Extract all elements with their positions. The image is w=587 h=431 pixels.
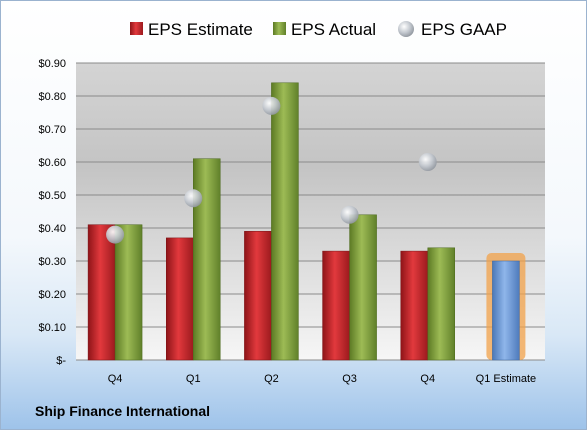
bar-eps-estimate: [87, 224, 116, 361]
bar-eps-estimate: [400, 250, 428, 361]
y-axis-ticks: $- $0.10 $0.20 $0.30 $0.40 $0.50 $0.60 $0.70 $0.…: [38, 58, 66, 367]
y-tick-label: $0.50: [38, 190, 66, 202]
bars: [87, 82, 526, 361]
company-name: Ship Finance International: [35, 403, 211, 419]
legend-item-estimate[interactable]: EPS Estimate: [130, 20, 253, 39]
x-tick-label: Q4: [108, 373, 123, 385]
bar-eps-estimate: [166, 237, 194, 361]
bar-eps-actual: [193, 158, 221, 361]
x-tick-label: Q1: [186, 373, 201, 385]
point-eps-gaap: [340, 205, 359, 224]
bar-eps-actual: [427, 247, 455, 361]
legend-item-gaap[interactable]: EPS GAAP: [398, 20, 507, 39]
y-tick-label: $0.40: [38, 223, 66, 235]
point-eps-gaap: [262, 96, 281, 115]
legend-label-gaap: EPS GAAP: [421, 20, 507, 39]
point-eps-gaap: [106, 225, 125, 244]
legend-label-estimate: EPS Estimate: [148, 20, 253, 39]
y-tick-label: $0.90: [38, 58, 66, 70]
y-tick-label: $-: [56, 355, 66, 367]
x-tick-label: Q4: [420, 373, 435, 385]
bar-eps-actual: [114, 224, 143, 361]
point-eps-gaap: [418, 153, 437, 171]
bar-eps-estimate: [322, 250, 350, 361]
gridlines: [76, 62, 545, 361]
bar-eps-actual: [349, 214, 377, 361]
x-axis-ticks: Q4 Q1 Q2 Q3 Q4 Q1 Estimate: [108, 373, 536, 385]
y-tick-label: $0.10: [38, 322, 66, 334]
x-tick-label: Q3: [342, 373, 357, 385]
y-tick-label: $0.20: [38, 289, 66, 301]
legend-swatch-actual: [273, 22, 286, 35]
y-tick-label: $0.30: [38, 256, 66, 268]
gaap-points: [106, 96, 437, 244]
legend-swatch-gaap: [398, 21, 414, 37]
bar-eps-actual: [271, 82, 299, 361]
bar-eps-forecast: [492, 260, 520, 361]
y-tick-label: $0.70: [38, 124, 66, 136]
legend-label-actual: EPS Actual: [291, 20, 376, 39]
x-tick-label: Q1 Estimate: [476, 373, 537, 385]
x-tick-label: Q2: [264, 373, 279, 385]
plot-area: [76, 63, 545, 360]
y-tick-label: $0.60: [38, 157, 66, 169]
legend: EPS Estimate EPS Actual EPS GAAP: [130, 20, 507, 39]
y-tick-label: $0.80: [38, 91, 66, 103]
bar-eps-estimate: [244, 231, 272, 361]
legend-item-actual[interactable]: EPS Actual: [273, 20, 376, 39]
legend-swatch-estimate: [130, 22, 143, 35]
point-eps-gaap: [184, 189, 203, 208]
